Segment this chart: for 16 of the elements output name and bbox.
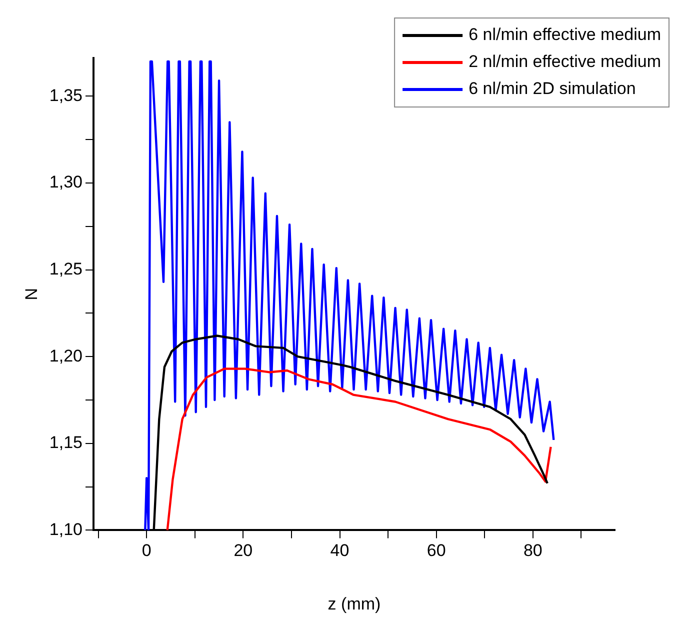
x-tick-label: 20	[234, 541, 253, 560]
y-tick-label: 1,25	[49, 259, 82, 278]
legend-label: 6 nl/min 2D simulation	[468, 79, 636, 98]
x-tick-label: 80	[523, 541, 542, 560]
y-tick-label: 1,35	[49, 86, 82, 105]
y-tick-label: 1,10	[49, 520, 82, 539]
y-axis-title: N	[22, 288, 41, 300]
x-tick-label: 40	[330, 541, 350, 560]
y-tick-label: 1,20	[49, 346, 82, 366]
x-tick-label: 60	[426, 541, 446, 560]
y-tick-label: 1,15	[49, 433, 82, 452]
x-axis-title: z (mm)	[328, 594, 381, 614]
x-tick-label: 0	[142, 541, 152, 560]
legend-label: 2 nl/min effective medium	[468, 52, 661, 72]
y-tick-label: 1,30	[49, 172, 82, 192]
legend-label: 6 nl/min effective medium	[468, 25, 661, 44]
